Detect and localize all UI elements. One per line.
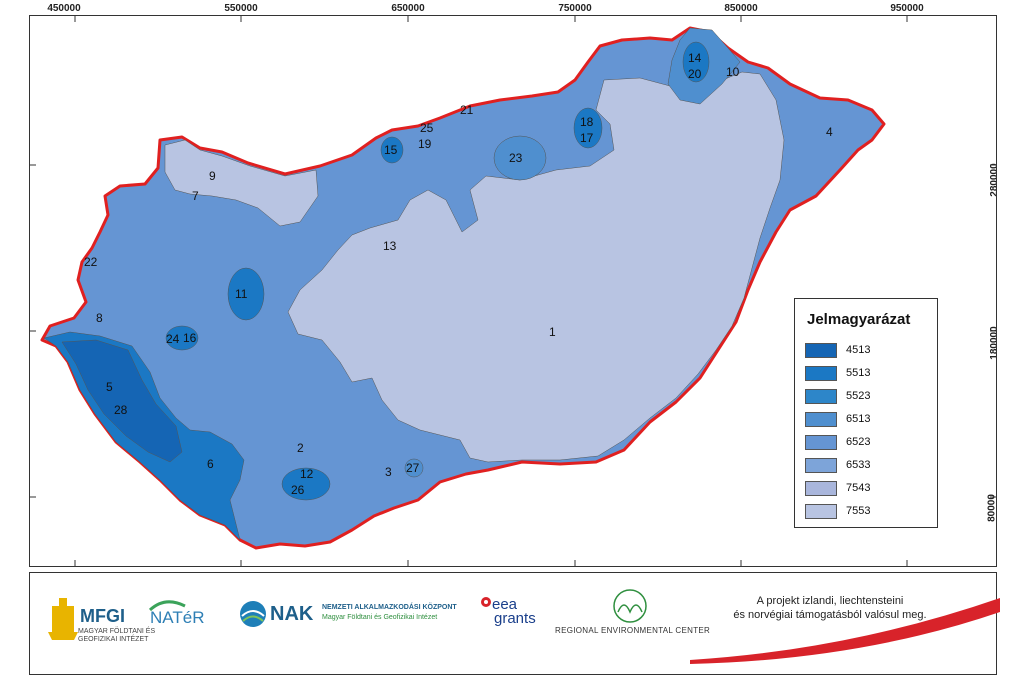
x-axis-label: 950000 [890, 3, 924, 14]
grants-logo-text: grants [494, 610, 536, 627]
region-label: 16 [183, 331, 197, 345]
legend-swatch [805, 389, 837, 404]
legend-code: 6523 [846, 436, 871, 448]
legend-code: 5523 [846, 390, 871, 402]
region-label: 25 [420, 121, 434, 135]
region-zone-light [164, 139, 319, 227]
rec-logo-icon [613, 589, 647, 623]
region-label: 18 [580, 115, 594, 129]
legend-code: 7553 [846, 505, 871, 517]
region-label: 4 [826, 125, 833, 139]
legend-code: 6533 [846, 459, 871, 471]
region-label: 28 [114, 403, 128, 417]
legend-code: 6513 [846, 413, 871, 425]
nak-logo-icon [240, 601, 266, 627]
legend-swatch [805, 343, 837, 358]
region-label: 10 [726, 65, 740, 79]
region-zone-darkest [61, 339, 183, 463]
legend-code: 4513 [846, 344, 871, 356]
region-label: 3 [385, 465, 392, 479]
nak-logo-line2: Magyar Földtani és Geofizikai Intézet [322, 614, 438, 621]
nak-logo-line1: NEMZETI ALKALMAZKODÁSI KÖZPONT [322, 604, 457, 611]
mfgi-logo-icon [48, 598, 78, 640]
footer-frame [29, 572, 997, 675]
region-label: 2 [297, 441, 304, 455]
region-label: 27 [406, 461, 420, 475]
region-label: 8 [96, 311, 103, 325]
region-label: 15 [384, 143, 398, 157]
region-enclave [281, 467, 331, 501]
x-axis-label: 450000 [47, 3, 81, 14]
funding-note: A projekt izlandi, liechtensteini és nor… [715, 594, 945, 622]
mfgi-logo-subtext: MAGYAR FÖLDTANI ÉS GEOFIZIKAI INTÉZET [78, 628, 156, 643]
x-axis-label: 650000 [391, 3, 425, 14]
region-enclave [165, 325, 199, 351]
legend-swatch [805, 412, 837, 427]
x-axis-label: 550000 [224, 3, 258, 14]
legend-title: Jelmagyarázat [807, 311, 911, 328]
region-label: 21 [460, 103, 474, 117]
region-enclave [682, 41, 710, 83]
region-label: 20 [688, 67, 702, 81]
x-axis-label: 850000 [724, 3, 758, 14]
region-label: 9 [209, 169, 216, 183]
tick-marks [29, 15, 997, 567]
legend-code: 7543 [846, 482, 871, 494]
region-label: 17 [580, 131, 594, 145]
legend-swatch [805, 504, 837, 519]
region-label: 19 [418, 137, 432, 151]
region-enclave [493, 135, 547, 181]
region-label: 5 [106, 380, 113, 394]
eea-grants-logo-icon [481, 597, 491, 607]
mfgi-logo-text: MFGI [80, 606, 125, 626]
region-labels: 1 2 3 4 5 6 7 8 9 10 11 12 13 14 15 16 1… [84, 51, 833, 497]
rec-logo-text: REGIONAL ENVIRONMENTAL CENTER [555, 626, 711, 635]
funding-line: és norvégiai támogatásból valósul meg. [733, 609, 927, 621]
map-frame [29, 15, 997, 567]
region-label: 13 [383, 239, 397, 253]
region-label: 12 [300, 467, 314, 481]
region-label: 22 [84, 255, 98, 269]
region-enclave [404, 458, 424, 478]
region-label: 7 [192, 189, 199, 203]
map-legend: Jelmagyarázat 4513 5513 5523 6513 6523 6… [794, 298, 938, 528]
region-enclave [227, 267, 265, 321]
region-enclave [380, 136, 404, 164]
region-enclave [573, 107, 603, 149]
region-label: 26 [291, 483, 305, 497]
legend-swatch [805, 481, 837, 496]
region-label: 23 [509, 151, 523, 165]
nak-logo-text: NAK [270, 603, 314, 625]
region-label: 24 [166, 332, 180, 346]
region-zone-light [287, 71, 785, 463]
eea-logo-text: eea [492, 596, 518, 613]
legend-swatch [805, 366, 837, 381]
region-label: 11 [235, 287, 248, 301]
legend-code: 5513 [846, 367, 871, 379]
nater-logo-icon [148, 600, 186, 612]
legend-swatch [805, 458, 837, 473]
nater-logo-text: NATéR [150, 608, 205, 627]
region-label: 14 [688, 51, 702, 65]
legend-swatch [805, 435, 837, 450]
region-label: 1 [549, 325, 556, 339]
funding-line: A projekt izlandi, liechtensteini [756, 595, 904, 607]
region-label: 6 [207, 457, 214, 471]
x-axis-label: 750000 [558, 3, 592, 14]
